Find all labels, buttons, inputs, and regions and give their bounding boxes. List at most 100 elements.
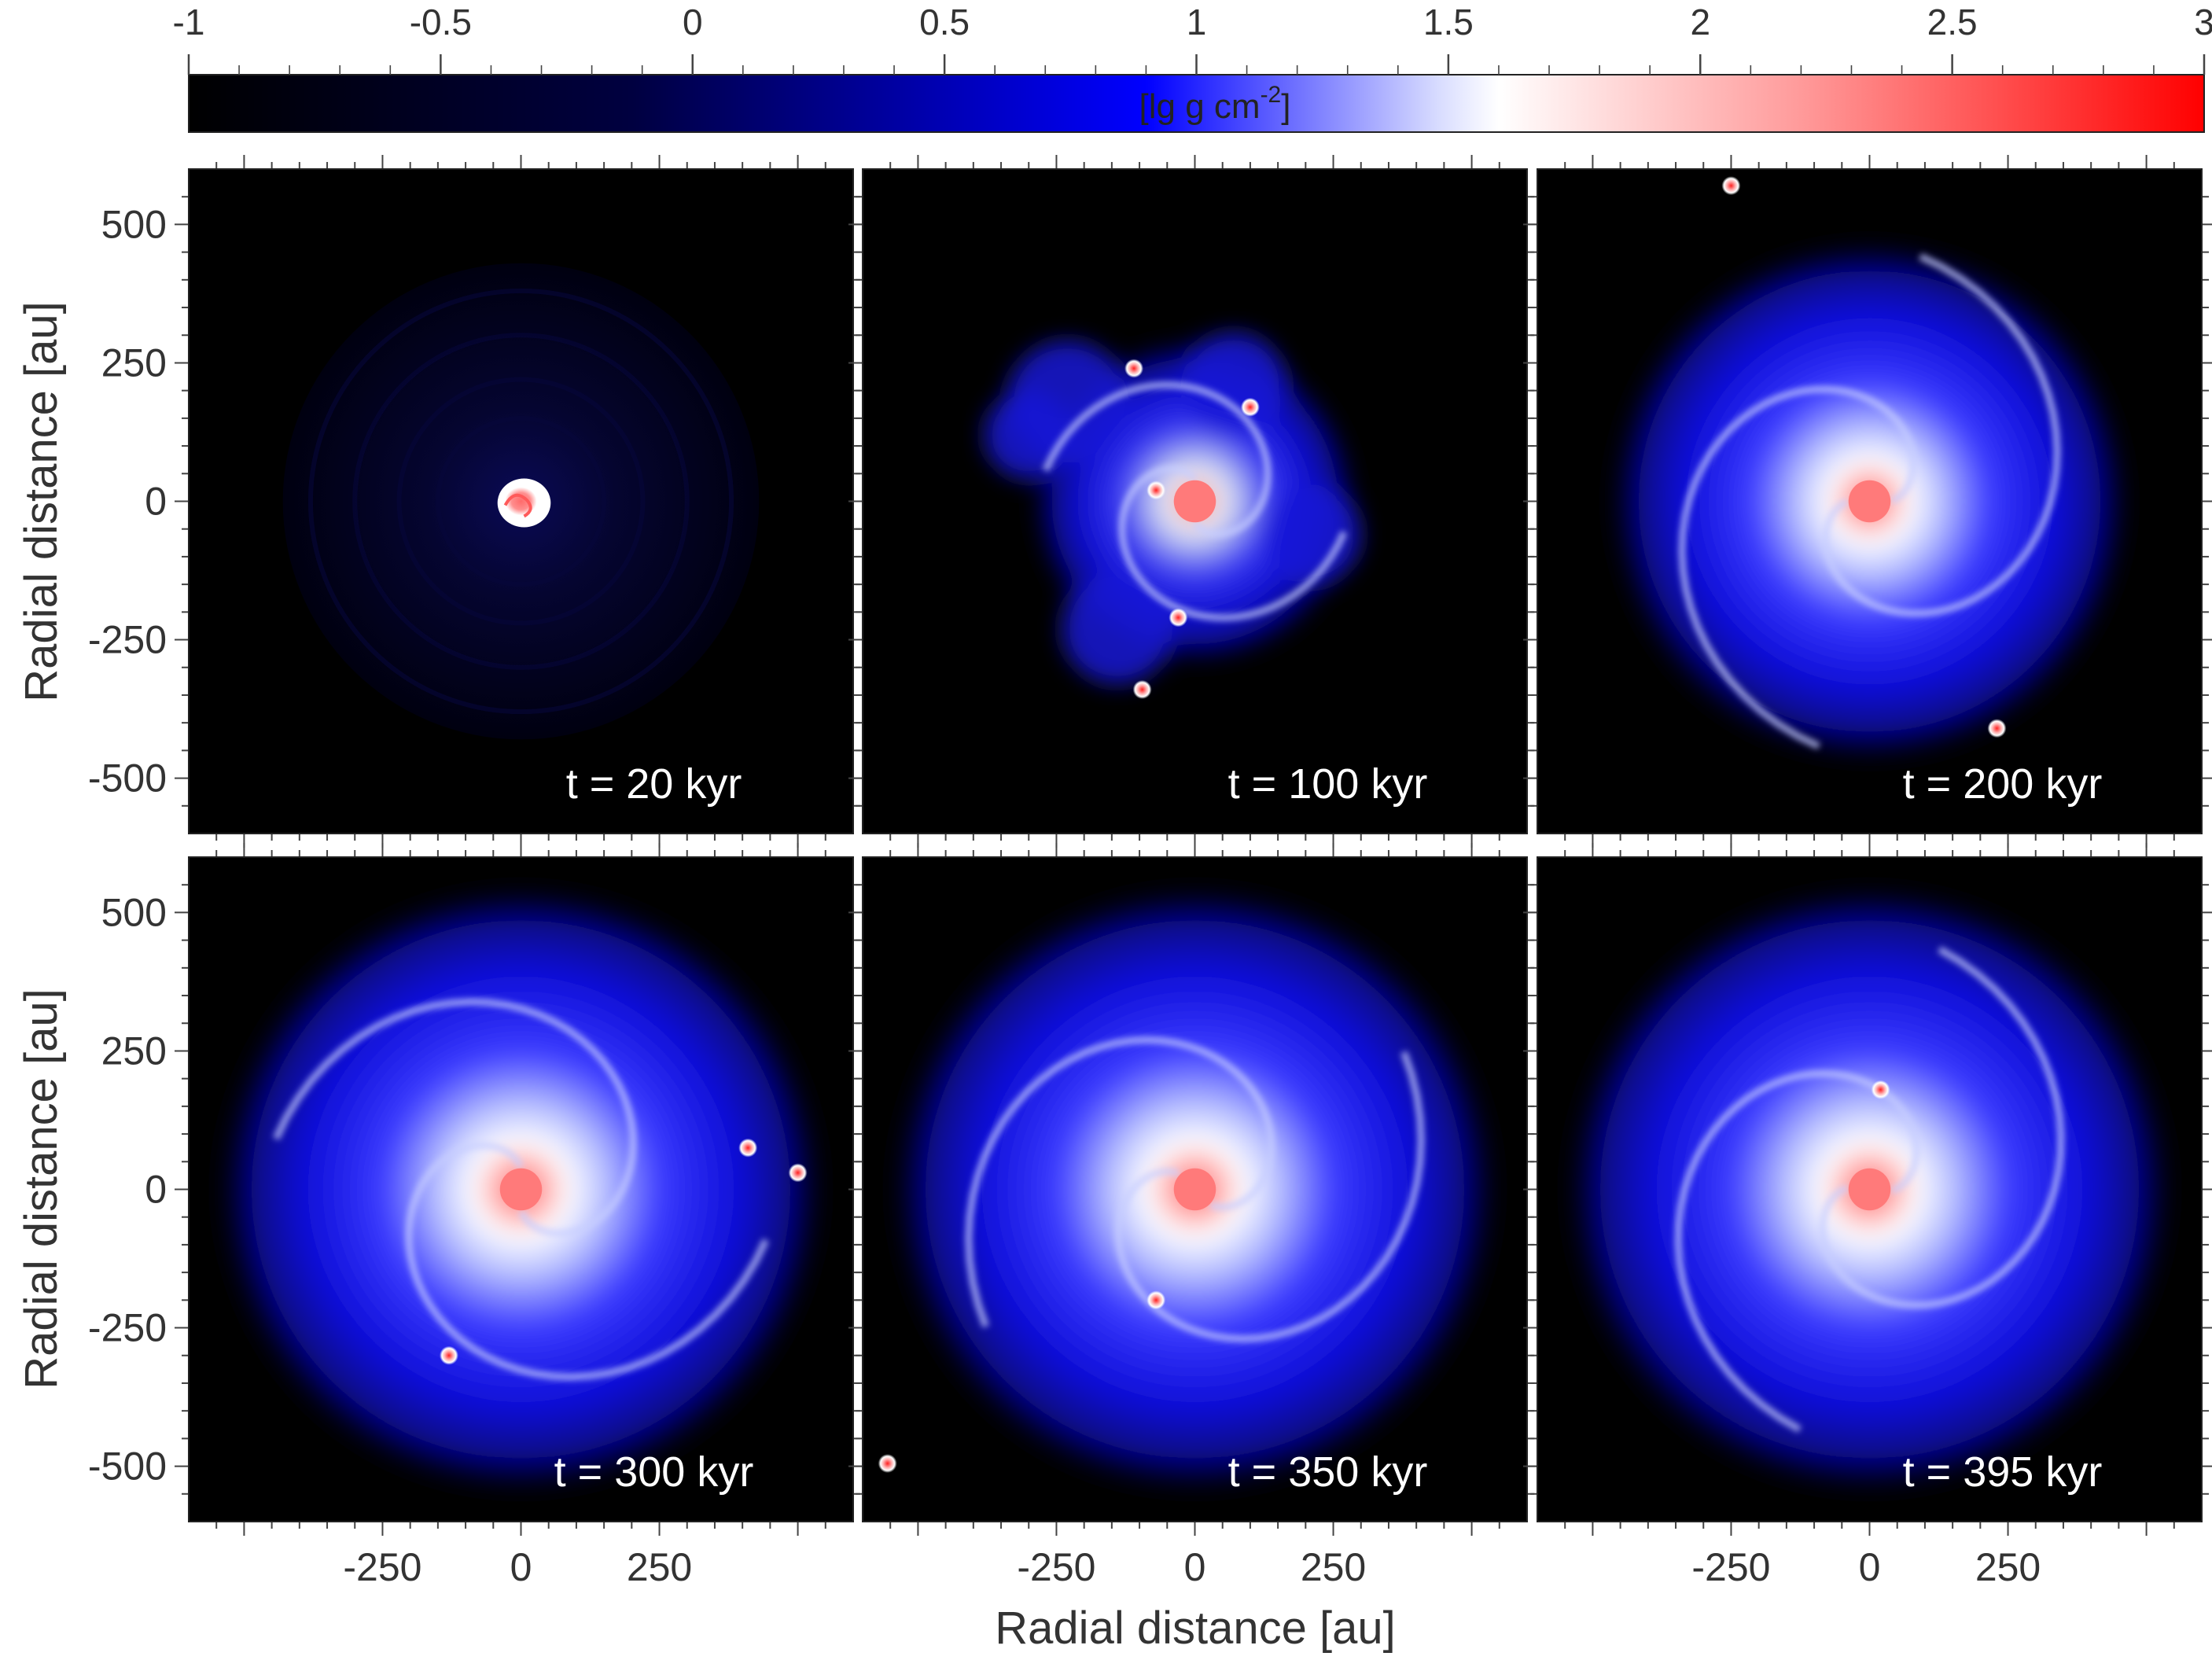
central-core [1173,480,1216,523]
y-tick-label: -500 [88,756,167,801]
panel-time-label: t = 300 kyr [554,1448,754,1496]
fragment [1146,480,1166,500]
fragment [1871,1080,1890,1099]
colorbar-tick-label: 1.5 [1423,2,1474,42]
panel-frame [1537,168,2203,834]
colorbar-gradient [188,74,2205,133]
gas-clump [1062,573,1173,684]
y-tick-label: -500 [88,1445,167,1489]
spiral-arms [965,1036,1425,1343]
y-tick-label: 500 [101,890,167,934]
spiral-arm [965,1036,1275,1328]
panel-5: t = 350 kyr -250 0 250 [848,843,1541,1589]
panel-time-label: t = 20 kyr [566,760,742,808]
colorbar-label-main: [lg g cm [1139,87,1261,126]
y-axis-label-top: Radial distance [au] [16,301,67,701]
spiral-arm [1674,1069,1920,1433]
colorbar-tick-label: 0 [683,2,703,42]
panel-4: t = 300 kyr 500 250 0 -250 -500 -250 0 250 [88,843,867,1589]
x-tick-label: 0 [1859,1545,1881,1589]
fragment [1240,397,1260,417]
fragment [439,1345,458,1365]
spiral-arm [1042,381,1272,538]
colorbar-ticks [187,54,2206,75]
y-tick-label: 250 [101,340,167,385]
density-map [1559,879,2180,1500]
density-map [878,879,1505,1500]
central-core [499,1168,543,1211]
spiral-arms [273,998,769,1381]
spiral-arms [1042,381,1348,622]
central-core [1848,480,1891,523]
x-tick-label: 0 [510,1545,532,1589]
x-tick-label: 250 [1301,1545,1366,1589]
central-core [1848,1168,1891,1211]
panel-frame [1537,856,2203,1522]
central-core [1173,1168,1216,1211]
fragment [1132,679,1152,699]
panel-6: t = 395 kyr -250 0 250 [1523,843,2212,1589]
fragment [1721,176,1741,196]
fragment [1124,359,1144,378]
x-tick-label: 250 [627,1545,692,1589]
colorbar-tick-labels: -1 -0.5 0 0.5 1 1.5 2 2.5 3 [173,2,2212,42]
spiral-arm [1822,253,2061,617]
panel-time-label: t = 395 kyr [1903,1448,2103,1496]
y-tick-label: -250 [88,618,167,662]
density-map [211,879,831,1500]
spiral-arm [1114,1051,1425,1343]
colorbar-tick-label: 3 [2194,2,2212,42]
panel-1: t = 20 kyr 500 250 0 -250 -500 [88,155,867,848]
envelope-ring [352,333,690,670]
spiral-arm [503,493,532,518]
fragment [878,1454,897,1474]
panel-ticks [1523,155,2212,848]
density-map [282,263,760,740]
colorbar-label-sup: -2 [1261,82,1282,108]
x-tick-label: -250 [343,1545,421,1589]
gas-clump [1261,484,1361,585]
colorbar-tick-label: -0.5 [410,2,472,42]
colorbar: -1 -0.5 0 0.5 1 1.5 2 2.5 3 [lg g cm-2] [173,2,2212,133]
colorbar-tick-label: 0.5 [919,2,970,42]
gas-clump [1180,332,1286,438]
x-tick-label: 250 [1975,1545,2041,1589]
panel-ticks [1523,843,2212,1536]
panel-time-label: t = 350 kyr [1228,1448,1428,1496]
colorbar-tick-label: -1 [173,2,205,42]
colorbar-label: [lg g cm-2] [1139,82,1291,126]
x-tick-label: -250 [1017,1545,1095,1589]
fragment [738,1138,758,1158]
envelope-ring [396,377,646,626]
colorbar-tick-label: 2.5 [1927,2,1978,42]
spiral-arms [1678,253,2061,749]
x-tick-label: -250 [1691,1545,1770,1589]
y-tick-label: 0 [145,480,167,524]
spiral-arm [273,998,637,1237]
y-tick-label: -250 [88,1306,167,1350]
colorbar-tick-label: 1 [1187,2,1207,42]
fragment [1987,719,2007,738]
panel-grid: t = 20 kyr 500 250 0 -250 -500 t = 100 kyr t = … [88,155,2212,1589]
fragment [1169,608,1188,628]
colorbar-label-end: ] [1281,87,1290,126]
envelope-ring [435,415,607,587]
envelope-ring [307,288,734,715]
y-tick-label: 0 [145,1168,167,1212]
spiral-arm [1118,465,1348,622]
spiral-arm [1678,385,1917,749]
fragment [788,1163,808,1183]
gas-clump [984,390,1073,480]
y-tick-label: 250 [101,1029,167,1073]
panel-time-label: t = 200 kyr [1903,760,2103,808]
panel-3: t = 200 kyr [1523,155,2212,848]
panel-time-label: t = 100 kyr [1228,760,1428,808]
spiral-arms [1674,946,2065,1433]
spiral-arm [405,1142,769,1381]
colorbar-tick-label: 2 [1690,2,1710,42]
y-tick-label: 500 [101,202,167,246]
density-map [984,332,1361,699]
fragment [1146,1290,1166,1310]
x-tick-label: 0 [1184,1545,1206,1589]
